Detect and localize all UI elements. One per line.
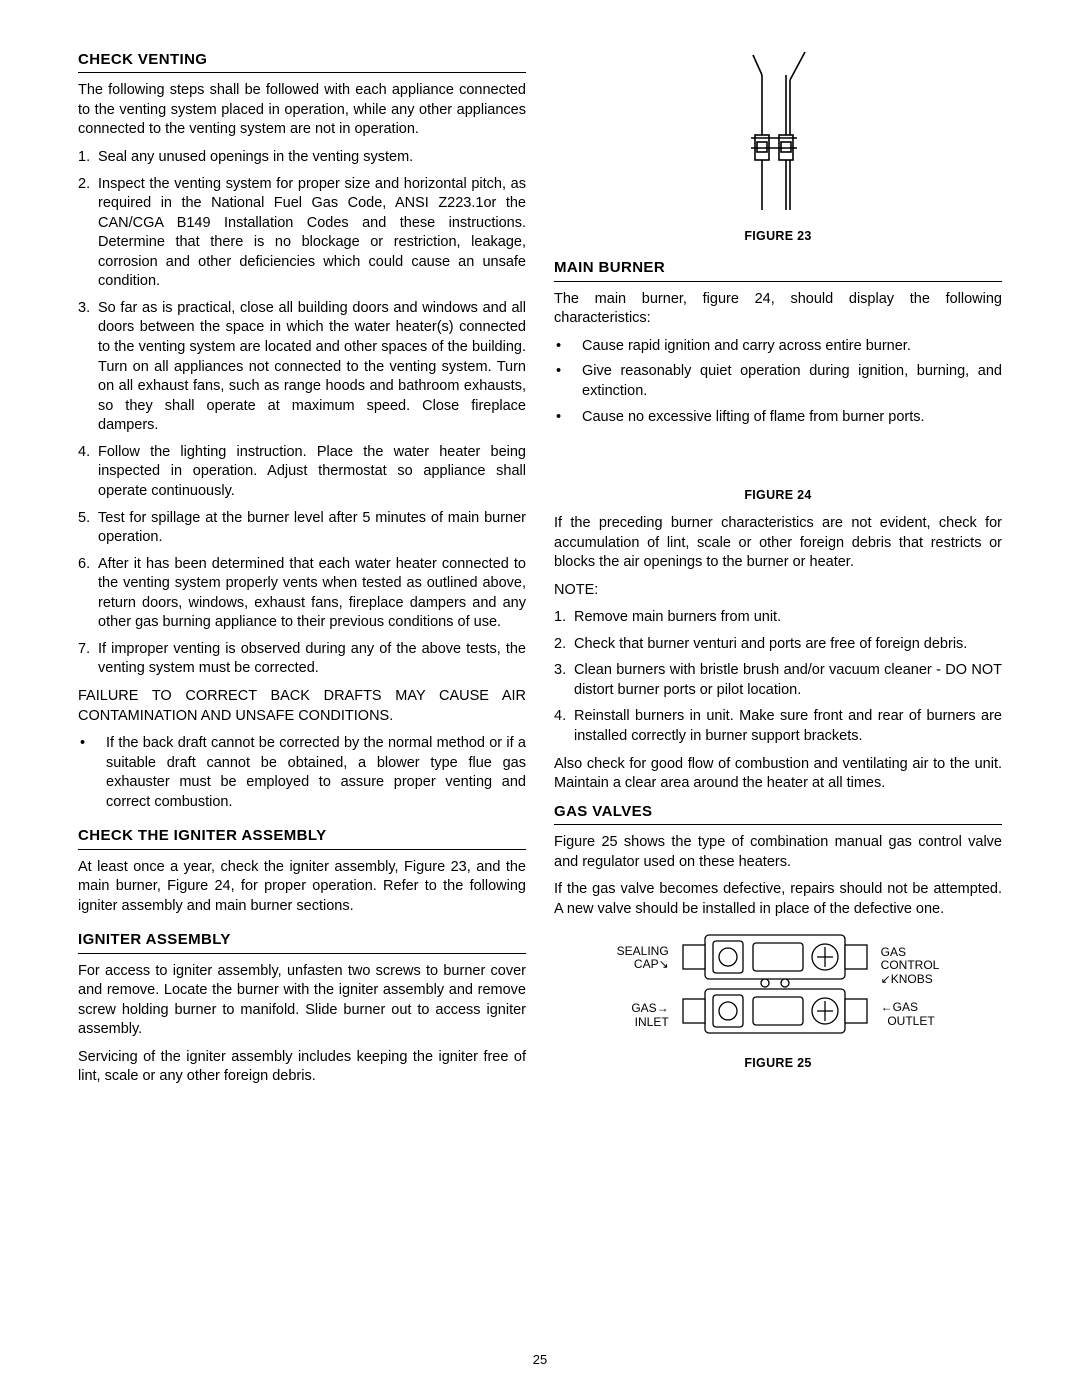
check-venting-bullets: If the back draft cannot be corrected by… xyxy=(78,734,526,812)
check-igniter-body: At least once a year, check the igniter … xyxy=(78,858,526,917)
figure-23 xyxy=(554,50,1002,222)
main-burner-steps: 1.Remove main burners from unit. 2.Check… xyxy=(554,608,1002,746)
heading-gas-valves: GAS VALVES xyxy=(554,802,1002,825)
label-gas-control-knobs: GASCONTROL↙KNOBS xyxy=(881,945,940,987)
step-text: Clean burners with bristle brush and/or … xyxy=(574,661,1002,700)
step-text: If improper venting is observed during a… xyxy=(98,640,526,679)
step-text: Inspect the venting system for proper si… xyxy=(98,175,526,292)
bullet-text: Give reasonably quiet operation during i… xyxy=(582,362,1002,401)
gas-valves-p1: Figure 25 shows the type of combination … xyxy=(554,833,1002,872)
figure-25: SEALINGCAP↘ GAS→INLET xyxy=(554,927,1002,1072)
step-text: Reinstall burners in unit. Make sure fro… xyxy=(574,707,1002,746)
gas-valves-p2: If the gas valve becomes defective, repa… xyxy=(554,880,1002,919)
check-venting-intro: The following steps shall be followed wi… xyxy=(78,81,526,140)
heading-check-venting: CHECK VENTING xyxy=(78,50,526,73)
step-text: Seal any unused openings in the venting … xyxy=(98,148,526,168)
heading-check-igniter: CHECK THE IGNITER ASSEMBLY xyxy=(78,826,526,849)
check-venting-warning: FAILURE TO CORRECT BACK DRAFTS MAY CAUSE… xyxy=(78,687,526,726)
bullet-text: Cause no excessive lifting of flame from… xyxy=(582,408,925,428)
heading-main-burner: MAIN BURNER xyxy=(554,258,1002,281)
igniter-assembly-p2: Servicing of the igniter assembly includ… xyxy=(78,1048,526,1087)
step-text: Remove main burners from unit. xyxy=(574,608,1002,628)
main-burner-bullets: Cause rapid ignition and carry across en… xyxy=(554,337,1002,427)
bullet-text: Cause rapid ignition and carry across en… xyxy=(582,337,911,357)
main-burner-after-fig: If the preceding burner characteristics … xyxy=(554,514,1002,573)
heading-igniter-assembly: IGNITER ASSEMBLY xyxy=(78,930,526,953)
note-label: NOTE: xyxy=(554,581,1002,601)
figure-24-caption: FIGURE 24 xyxy=(554,487,1002,504)
gas-valve-icon xyxy=(675,927,875,1047)
right-column: FIGURE 23 MAIN BURNER The main burner, f… xyxy=(554,50,1002,1095)
left-column: CHECK VENTING The following steps shall … xyxy=(78,50,526,1095)
step-text: After it has been determined that each w… xyxy=(98,555,526,633)
bullet-text: If the back draft cannot be corrected by… xyxy=(106,734,526,812)
figure-25-left-labels: SEALINGCAP↘ GAS→INLET xyxy=(617,935,669,1040)
figure-25-caption: FIGURE 25 xyxy=(554,1055,1002,1072)
label-gas-inlet: GAS→INLET xyxy=(631,1001,668,1029)
main-burner-intro: The main burner, figure 24, should displ… xyxy=(554,290,1002,329)
igniter-assembly-p1: For access to igniter assembly, unfasten… xyxy=(78,962,526,1040)
page-number: 25 xyxy=(0,1351,1080,1369)
step-text: So far as is practical, close all buildi… xyxy=(98,299,526,436)
step-text: Check that burner venturi and ports are … xyxy=(574,635,1002,655)
check-venting-steps: 1.Seal any unused openings in the ventin… xyxy=(78,148,526,679)
igniter-icon xyxy=(723,50,833,215)
figure-23-caption: FIGURE 23 xyxy=(554,228,1002,245)
label-gas-outlet: ←GAS OUTLET xyxy=(881,1000,935,1028)
step-text: Test for spillage at the burner level af… xyxy=(98,509,526,548)
step-text: Follow the lighting instruction. Place t… xyxy=(98,443,526,502)
figure-25-right-labels: GASCONTROL↙KNOBS ←GAS OUTLET xyxy=(881,936,940,1039)
main-burner-also: Also check for good flow of combustion a… xyxy=(554,755,1002,794)
